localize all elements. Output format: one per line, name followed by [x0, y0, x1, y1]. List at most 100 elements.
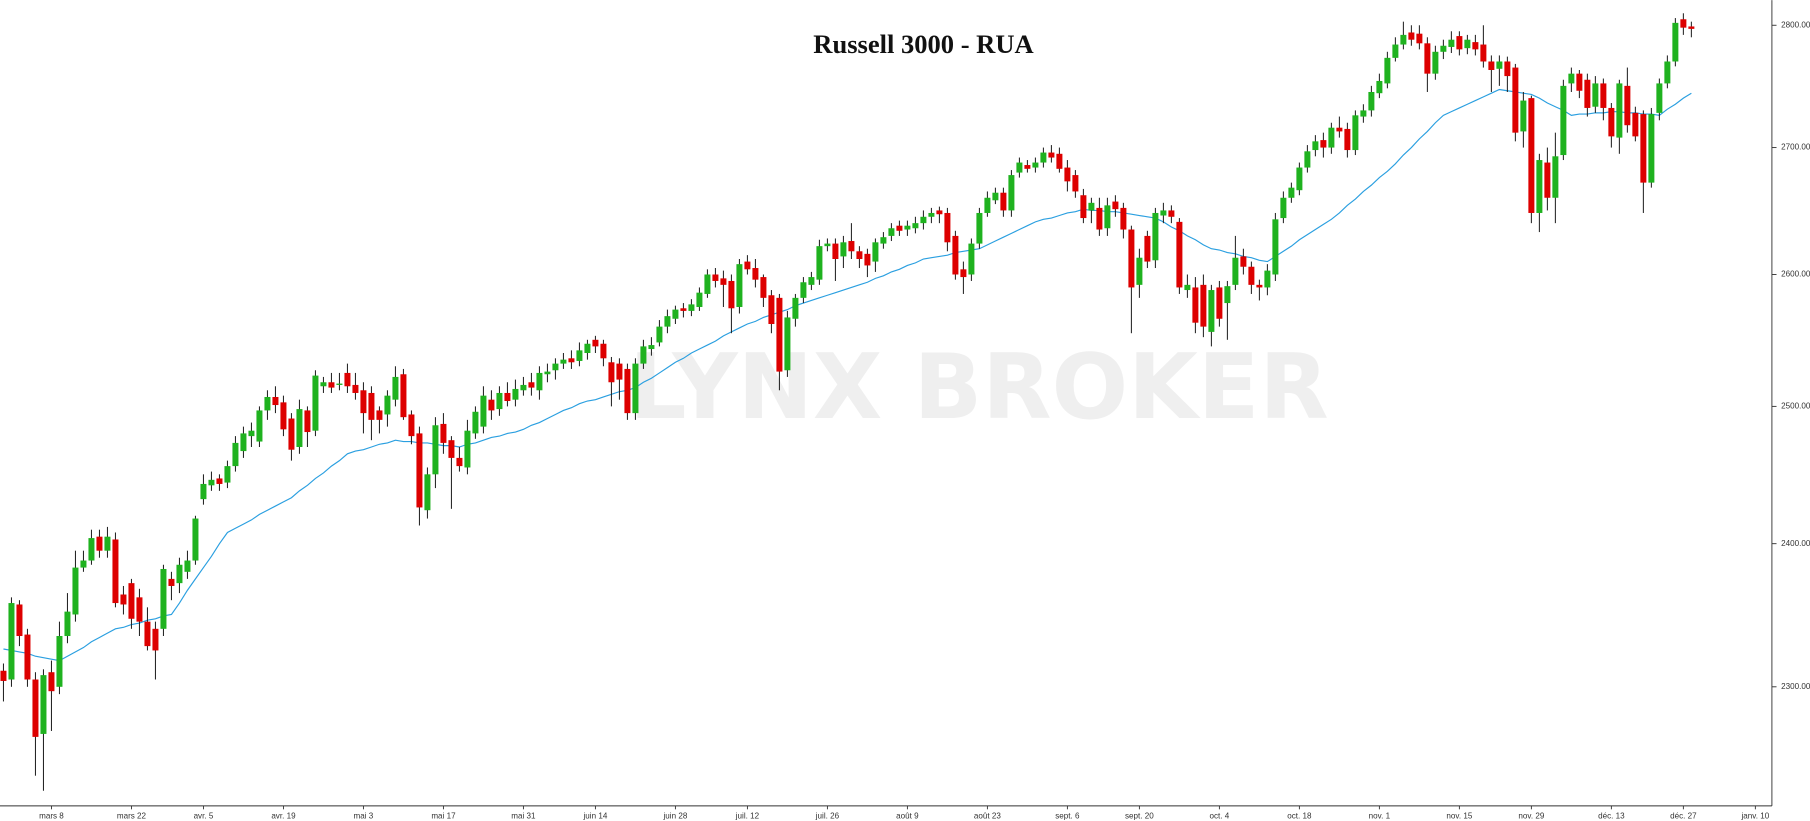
- candle-body: [560, 359, 567, 364]
- candle-body: [1664, 61, 1671, 84]
- y-tick-label: 2700.00: [1781, 143, 1810, 152]
- candle-body: [1480, 44, 1487, 62]
- candle-body: [1208, 290, 1215, 332]
- candle-body: [824, 243, 831, 247]
- candle-body: [288, 418, 295, 450]
- y-tick-label: 2500.00: [1781, 402, 1810, 411]
- candle-body: [1432, 51, 1439, 74]
- candle-body: [104, 536, 111, 551]
- candle-body: [1144, 235, 1151, 262]
- candle-body: [1048, 152, 1055, 158]
- x-tick-label: oct. 4: [1210, 811, 1230, 820]
- candle-body: [1648, 114, 1655, 183]
- candle-body: [1384, 57, 1391, 84]
- candle-body: [1240, 256, 1247, 267]
- candle-body: [1624, 85, 1631, 126]
- candle-body: [120, 594, 127, 605]
- candle-body: [1584, 79, 1591, 108]
- candle-body: [24, 634, 31, 680]
- candle-body: [224, 466, 231, 483]
- candle-body: [672, 309, 679, 319]
- candle-body: [176, 564, 183, 584]
- candle-body: [1688, 26, 1695, 29]
- candle-body: [1424, 43, 1431, 74]
- candle-body: [800, 282, 807, 298]
- candle-body: [64, 611, 71, 637]
- candle-body: [920, 216, 927, 224]
- x-tick-label: mai 31: [511, 811, 536, 820]
- candle-body: [1672, 22, 1679, 62]
- candle-body: [648, 345, 655, 350]
- candle-body: [200, 483, 207, 500]
- candle-body: [416, 433, 423, 508]
- candle-body: [384, 395, 391, 415]
- candle-body: [496, 392, 503, 410]
- candle-body: [1056, 153, 1063, 169]
- candle-body: [808, 277, 815, 285]
- candle-body: [928, 212, 935, 217]
- candle-body: [616, 363, 623, 380]
- x-tick-label: août 9: [896, 811, 919, 820]
- candle-body: [1496, 61, 1503, 69]
- x-tick-label: sept. 20: [1125, 811, 1154, 820]
- candle-body: [664, 316, 671, 327]
- candle-body: [1440, 45, 1447, 52]
- candle-body: [1392, 44, 1399, 58]
- candle-body: [632, 363, 639, 414]
- candle-body: [248, 430, 255, 437]
- candle-body: [336, 383, 343, 385]
- candle-body: [816, 246, 823, 280]
- candle-body: [744, 261, 751, 270]
- candle-body: [488, 399, 495, 411]
- x-tick-label: nov. 29: [1518, 811, 1544, 820]
- candle-body: [144, 621, 151, 647]
- candle-body: [888, 228, 895, 236]
- x-tick-label: janv. 10: [1741, 811, 1770, 820]
- candle-body: [1112, 201, 1119, 210]
- candle-body: [1160, 210, 1167, 216]
- candle-body: [736, 264, 743, 307]
- candle-body: [1288, 187, 1295, 198]
- x-tick-label: mars 8: [39, 811, 64, 820]
- candle-body: [840, 242, 847, 257]
- candle-body: [1232, 257, 1239, 285]
- candle-body: [464, 430, 471, 468]
- candle-body: [1296, 167, 1303, 191]
- candle-body: [608, 362, 615, 383]
- candle-body: [328, 382, 335, 388]
- candle-body: [1248, 266, 1255, 285]
- candle-body: [56, 636, 63, 687]
- candle-body: [32, 679, 39, 737]
- candle-body: [1088, 202, 1095, 211]
- candle-body: [80, 560, 87, 568]
- candle-body: [936, 210, 943, 215]
- candle-body: [40, 675, 47, 734]
- x-tick-label: mars 22: [117, 811, 147, 820]
- candle-body: [1224, 286, 1231, 304]
- candle-body: [480, 395, 487, 427]
- candle-body: [696, 292, 703, 307]
- candle-body: [1200, 284, 1207, 327]
- candle-body: [944, 212, 951, 243]
- candle-body: [88, 538, 95, 561]
- candle-body: [240, 433, 247, 452]
- candle-body: [136, 597, 143, 622]
- moving-average-line: [3, 88, 1692, 662]
- candle-body: [848, 241, 855, 252]
- candle-body: [1104, 205, 1111, 229]
- x-tick-label: août 23: [974, 811, 1001, 820]
- candle-body: [960, 269, 967, 278]
- candle-body: [1552, 156, 1559, 198]
- candle-body: [904, 225, 911, 230]
- candle-body: [128, 583, 135, 619]
- candle-body: [552, 363, 559, 371]
- candle-body: [576, 350, 583, 361]
- candle-body: [1512, 67, 1519, 133]
- candle-body: [768, 295, 775, 325]
- candle-body: [296, 409, 303, 447]
- candle-body: [1536, 160, 1543, 213]
- candle-body: [784, 317, 791, 371]
- candle-body: [704, 274, 711, 294]
- candle-body: [880, 237, 887, 244]
